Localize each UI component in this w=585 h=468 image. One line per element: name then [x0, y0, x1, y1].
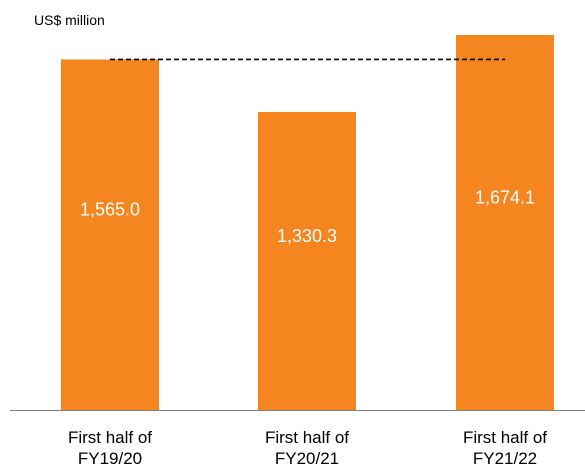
category-label-3-line-2: FY21/22	[473, 449, 537, 468]
bar-value-label-2: 1,330.3	[277, 226, 337, 246]
category-label-2-line-2: FY20/21	[275, 449, 339, 468]
category-label-3-line-1: First half of	[463, 428, 547, 447]
bar-value-label-1: 1,565.0	[80, 199, 140, 219]
category-label-2-line-1: First half of	[265, 428, 349, 447]
unit-label: US$ million	[34, 12, 105, 28]
bar-3	[456, 35, 554, 410]
bar-value-label-3: 1,674.1	[475, 187, 535, 207]
category-label-1-line-1: First half of	[68, 428, 152, 447]
bar-2	[258, 112, 356, 410]
bar-1	[61, 59, 159, 410]
category-label-1-line-2: FY19/20	[78, 449, 142, 468]
